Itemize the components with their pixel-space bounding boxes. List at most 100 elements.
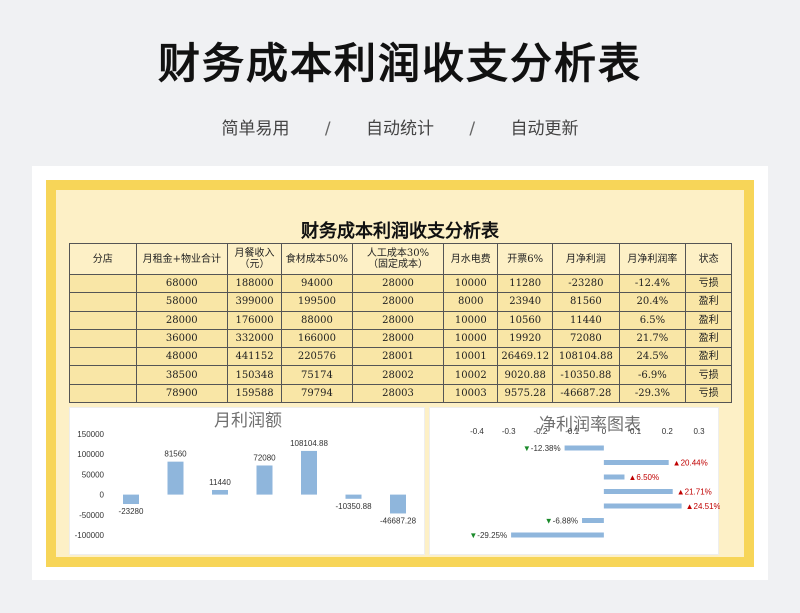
table-cell[interactable]: -6.9%	[618, 365, 687, 385]
column-header: 人工成本30% （固定成本）	[351, 243, 445, 275]
column-header-line: （元）	[239, 259, 270, 270]
table-cell[interactable]	[69, 328, 137, 349]
table-cell[interactable]: 亏损	[685, 383, 732, 404]
table-cell[interactable]: 10002	[443, 365, 499, 385]
table-cell[interactable]: 亏损	[685, 365, 732, 385]
table-cell[interactable]: 10003	[443, 383, 499, 404]
bar	[603, 503, 682, 509]
table-cell[interactable]: 78900	[135, 383, 229, 404]
table-cell[interactable]: 108104.88	[552, 347, 620, 367]
column-header: 开票6%	[497, 243, 554, 275]
table-cell[interactable]: 10560	[497, 310, 554, 330]
table-row: 68000 188000 94000 28000 10000 11280 -23280 -12…	[69, 273, 732, 294]
table-cell[interactable]: 332000	[227, 328, 283, 349]
table-cell[interactable]: 28000	[351, 328, 445, 349]
table-cell[interactable]: -12.4%	[618, 273, 687, 294]
table-cell[interactable]: 9020.88	[497, 365, 554, 385]
table-cell[interactable]: 220576	[281, 347, 353, 367]
bar	[564, 445, 604, 451]
table-cell[interactable]: 159588	[227, 383, 283, 404]
table-cell[interactable]: 9575.28	[497, 383, 554, 404]
column-header-line: 月水电费	[450, 253, 491, 265]
table-cell[interactable]: 81560	[552, 292, 620, 312]
table-cell[interactable]: 盈利	[685, 347, 732, 367]
table-cell[interactable]: 28000	[351, 292, 445, 312]
up-triangle-icon: ▲	[686, 502, 694, 511]
table-cell[interactable]: 68000	[135, 273, 229, 294]
table-cell[interactable]: 199500	[281, 292, 353, 312]
table-cell[interactable]	[69, 383, 137, 404]
table-cell[interactable]: 盈利	[685, 292, 732, 312]
table-cell[interactable]: 28000	[351, 273, 445, 294]
table-cell[interactable]: -29.3%	[618, 383, 687, 404]
subtitle: 简单易用 / 自动统计 / 自动更新	[0, 114, 800, 139]
table-cell[interactable]	[69, 347, 137, 367]
table-cell[interactable]	[69, 292, 137, 312]
table-row: 48000 441152 220576 28001 10001 26469.12 10810…	[69, 347, 732, 367]
column-header: 食材成本50%	[281, 243, 353, 275]
table-cell[interactable]: 26469.12	[497, 347, 554, 367]
table-cell[interactable]	[69, 310, 137, 330]
x-tick-label: 0.2	[662, 427, 674, 436]
table-cell[interactable]: -46687.28	[552, 383, 620, 404]
column-header-line: 食材成本50%	[285, 253, 349, 265]
table-cell[interactable]: -23280	[552, 273, 620, 294]
table-cell[interactable]: 188000	[227, 273, 283, 294]
table-cell[interactable]: 19920	[497, 328, 554, 349]
table-cell[interactable]: 28000	[135, 310, 229, 330]
column-header-line: 月净利润	[565, 253, 606, 265]
table-cell[interactable]: 166000	[281, 328, 353, 349]
table-cell[interactable]: 10000	[443, 273, 499, 294]
bar	[167, 461, 184, 495]
bar	[390, 494, 406, 514]
chart-title: 月利润额	[214, 411, 282, 431]
table-cell[interactable]: 23940	[497, 292, 554, 312]
subtitle-item: 简单易用	[221, 119, 290, 139]
subtitle-item: 自动更新	[510, 119, 579, 139]
table-cell[interactable]: 11440	[552, 310, 620, 330]
table-cell[interactable]: 28000	[351, 310, 445, 330]
table-cell[interactable]: 21.7%	[618, 328, 687, 349]
table-cell[interactable]: 亏损	[685, 273, 732, 294]
column-header-line: 状态	[698, 253, 719, 265]
monthly-profit-chart: 月利润额 150000 100000 50000 0 -50000 -100000 -2328…	[69, 407, 425, 555]
table-cell[interactable]: 20.4%	[618, 292, 687, 312]
table-cell[interactable]: 10001	[443, 347, 499, 367]
table-cell[interactable]	[69, 365, 137, 385]
table-cell[interactable]: 11280	[497, 273, 554, 294]
table-cell[interactable]: 36000	[135, 328, 229, 349]
table-cell[interactable]: 72080	[552, 328, 620, 349]
table-cell[interactable]: 盈利	[685, 328, 732, 349]
data-label: ▲20.44%	[673, 459, 708, 468]
table-cell[interactable]: 10000	[443, 328, 499, 349]
table-row: 38500 150348 75174 28002 10002 9020.88 -10350.…	[69, 365, 732, 385]
table-cell[interactable]: -10350.88	[552, 365, 620, 385]
table-cell[interactable]: 48000	[135, 347, 229, 367]
table-cell[interactable]: 28003	[351, 383, 445, 404]
table-cell[interactable]: 24.5%	[618, 347, 687, 367]
table-cell[interactable]: 28002	[351, 365, 445, 385]
table-cell[interactable]: 150348	[227, 365, 283, 385]
table-cell[interactable]: 94000	[281, 273, 353, 294]
up-triangle-icon: ▲	[673, 459, 681, 468]
table-cell[interactable]	[69, 273, 137, 294]
table-cell[interactable]: 88000	[281, 310, 353, 330]
data-label: 11440	[209, 478, 231, 487]
column-header-line: 人工成本30%	[366, 248, 430, 259]
table-cell[interactable]: 176000	[227, 310, 283, 330]
bar	[345, 494, 362, 499]
table-cell[interactable]: 28001	[351, 347, 445, 367]
table-cell[interactable]: 10000	[443, 310, 499, 330]
table-cell[interactable]: 399000	[227, 292, 283, 312]
table-cell[interactable]: 79794	[281, 383, 353, 404]
bar	[123, 494, 139, 505]
table-cell[interactable]: 盈利	[685, 310, 732, 330]
table-cell[interactable]: 6.5%	[618, 310, 687, 330]
table-cell[interactable]: 8000	[443, 292, 499, 312]
table-cell[interactable]: 58000	[135, 292, 229, 312]
table-cell[interactable]: 75174	[281, 365, 353, 385]
table-cell[interactable]: 441152	[227, 347, 283, 367]
data-label: -23280	[119, 507, 144, 516]
table-row: 36000 332000 166000 28000 10000 19920 72080 21.…	[69, 328, 732, 349]
table-cell[interactable]: 38500	[135, 365, 229, 385]
